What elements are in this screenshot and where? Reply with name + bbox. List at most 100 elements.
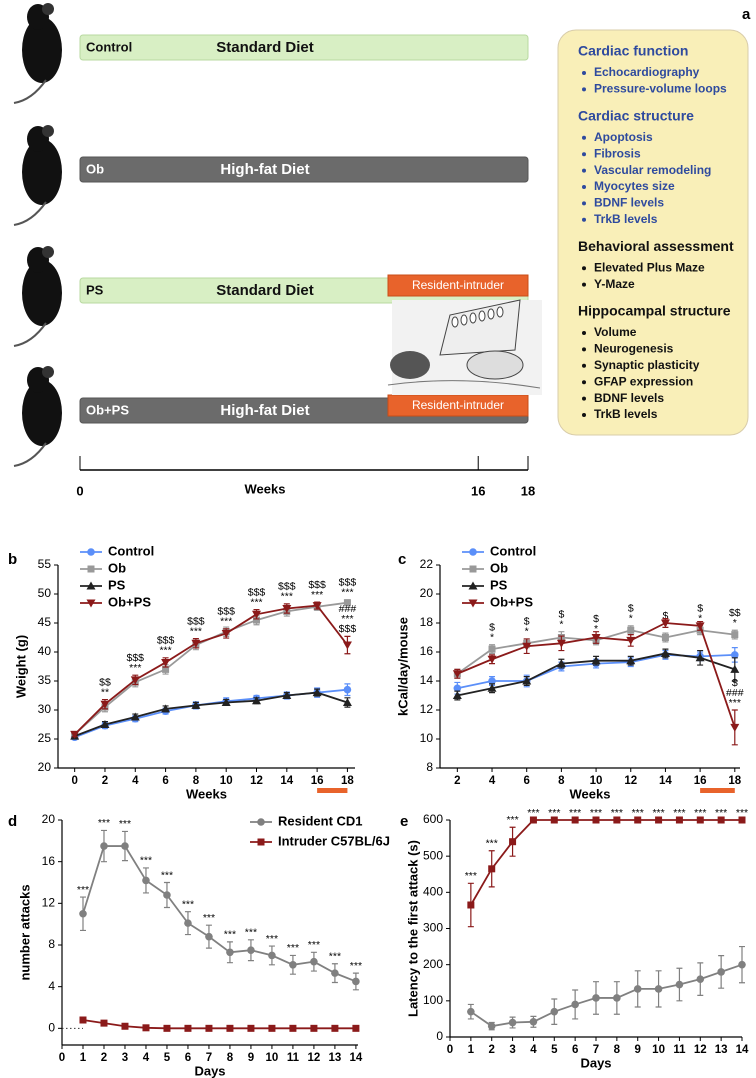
- x-axis-title: Weeks: [570, 786, 611, 801]
- significance-label: $$$: [278, 581, 296, 593]
- panel-label: c: [398, 551, 406, 568]
- significance-label: ***: [220, 616, 232, 628]
- marker: [469, 548, 477, 556]
- significance-label: *: [559, 618, 563, 630]
- sketch-hole: [460, 314, 468, 326]
- section-item: Myocytes size: [594, 179, 675, 193]
- marker: [226, 948, 234, 957]
- marker: [184, 919, 192, 927]
- x-tick-label: 8: [193, 775, 200, 787]
- outcome-box: [557, 29, 749, 436]
- sketch-hole: [451, 316, 459, 328]
- x-tick-label: 2: [489, 1044, 495, 1056]
- section-title: Cardiac function: [578, 43, 688, 59]
- legend-label: Intruder C57BL/6J: [278, 833, 390, 848]
- marker: [184, 1024, 192, 1032]
- x-tick-label: 14: [736, 1044, 749, 1056]
- marker: [310, 957, 318, 966]
- significance-label: *: [629, 613, 633, 625]
- group-label: Ob+PS: [86, 402, 129, 417]
- marker: [191, 639, 201, 648]
- marker: [591, 634, 601, 642]
- y-tick-label: 16: [42, 854, 56, 868]
- mouse-body: [22, 139, 62, 205]
- mouse-body: [22, 17, 62, 83]
- marker: [556, 639, 566, 648]
- significance-label: ***: [341, 587, 353, 599]
- marker: [100, 1019, 108, 1027]
- significance-label: ***: [329, 951, 341, 963]
- marker: [452, 691, 462, 699]
- y-tick-label: 18: [420, 615, 434, 629]
- bullet: [582, 201, 586, 206]
- marker: [221, 629, 231, 638]
- x-tick-label: 2: [102, 775, 108, 787]
- significance-label: ***: [287, 942, 299, 954]
- marker: [613, 994, 621, 1002]
- y-axis-title: kCal/day/mouse: [395, 617, 410, 716]
- x-tick-label: 14: [659, 775, 672, 787]
- legend-label: Control: [490, 543, 536, 558]
- marker: [468, 581, 478, 590]
- marker: [634, 816, 642, 824]
- mouse-ear: [42, 3, 54, 15]
- marker: [529, 1018, 538, 1026]
- mouse-ear: [42, 246, 54, 258]
- section-title: Behavioral assessment: [578, 238, 734, 254]
- marker: [352, 977, 360, 986]
- significance-label: ***: [250, 596, 262, 608]
- marker: [191, 700, 201, 709]
- marker: [626, 636, 636, 645]
- mouse-icon: [13, 125, 62, 226]
- marker: [571, 816, 579, 824]
- sketch-ground: [387, 380, 541, 389]
- mouse-tail: [13, 442, 47, 467]
- marker: [695, 622, 705, 631]
- marker: [162, 665, 170, 673]
- significance-label: ***: [266, 933, 278, 945]
- diet-label: High-fat Diet: [220, 161, 309, 178]
- y-tick-label: 8: [426, 760, 433, 774]
- bullet: [582, 282, 586, 287]
- y-axis-title: number attacks: [17, 884, 32, 980]
- marker: [343, 599, 351, 607]
- marker: [556, 659, 566, 668]
- significance-label: ***: [311, 589, 323, 601]
- mouse-icon: [13, 366, 62, 467]
- significance-label: ***: [129, 662, 141, 674]
- x-tick-label: 5: [164, 1052, 171, 1064]
- significance-label: $: [558, 608, 564, 620]
- mouse-body: [22, 260, 62, 326]
- mouse-icon: [13, 246, 62, 347]
- significance-label: $$$: [217, 606, 235, 618]
- marker: [253, 616, 261, 624]
- significance-label: $$$: [157, 635, 175, 647]
- significance-label: ***: [140, 855, 152, 867]
- marker: [452, 670, 462, 679]
- marker: [161, 704, 171, 713]
- marker: [163, 891, 171, 899]
- legend-label: PS: [108, 577, 126, 592]
- marker: [695, 653, 705, 662]
- marker: [121, 1022, 129, 1030]
- mouse-tail: [13, 79, 47, 104]
- sketch-hole: [487, 308, 495, 320]
- section-item: Synaptic plasticity: [594, 358, 700, 372]
- y-tick-label: 16: [420, 644, 434, 658]
- marker: [696, 975, 705, 983]
- marker: [522, 642, 532, 651]
- panel-label: d: [8, 813, 17, 830]
- x-tick-label: 12: [308, 1052, 321, 1064]
- marker: [613, 816, 621, 824]
- y-tick-label: 20: [38, 760, 52, 774]
- timeline-tick-label: 18: [521, 483, 535, 498]
- diet-bar: [79, 34, 529, 61]
- significance-label: ***: [77, 884, 89, 896]
- significance-label: *: [490, 632, 494, 644]
- y-tick-label: 10: [420, 731, 434, 745]
- significance-label: $: [628, 603, 634, 615]
- x-tick-label: 12: [694, 1044, 707, 1056]
- x-tick-label: 16: [311, 775, 324, 787]
- x-tick-label: 3: [122, 1052, 128, 1064]
